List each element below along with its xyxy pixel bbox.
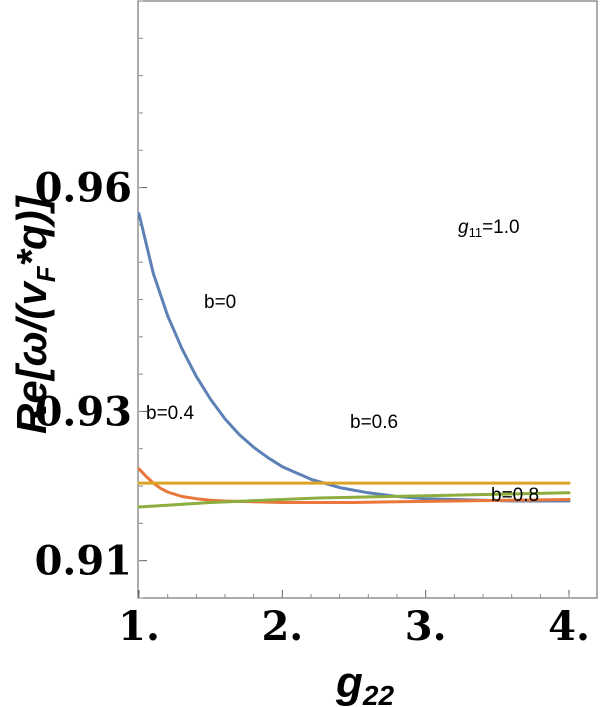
x-tick-label: 4. (548, 603, 590, 650)
series-lines (137, 212, 571, 509)
g11-value: =1.0 (482, 217, 520, 238)
x-axis-subscript: 22 (362, 680, 395, 707)
series-line-b08 (137, 491, 571, 509)
tick-marks (138, 0, 570, 599)
y-axis-omega: ω (8, 331, 55, 366)
label-b06: b=0.6 (350, 412, 398, 433)
g11-subscript: 11 (469, 225, 483, 240)
series-line-b0 (137, 212, 571, 503)
label-b08: b=0.8 (491, 485, 539, 506)
y-axis-slash: /(v (8, 280, 55, 334)
g11-annotation: g11=1.0 (458, 217, 520, 240)
y-axis-title: Re[ω/(vF*q)] (8, 194, 61, 434)
label-b04: b=0.4 (146, 403, 195, 424)
y-axis-pre: Re[ (8, 362, 55, 434)
x-tick-label: 2. (261, 603, 303, 650)
x-axis-symbol: g (335, 658, 363, 707)
y-tick-label: 0.96 (35, 165, 132, 212)
x-tick-labels: 1. 2. 3. 4. (118, 603, 590, 650)
x-tick-label: 3. (405, 603, 447, 650)
label-b0: b=0 (204, 292, 236, 313)
y-axis-tail: *q)] (8, 194, 55, 266)
y-tick-labels: 0.91 0.93 0.96 (35, 165, 132, 585)
y-tick-label: 0.91 (35, 538, 132, 585)
x-tick-label: 1. (118, 603, 160, 650)
plot-frame (137, 0, 598, 599)
y-tick-label: 0.93 (35, 388, 132, 435)
x-axis-title: g22 (335, 658, 394, 707)
g11-symbol: g (458, 217, 469, 238)
y-axis-subscript: F (31, 265, 61, 282)
